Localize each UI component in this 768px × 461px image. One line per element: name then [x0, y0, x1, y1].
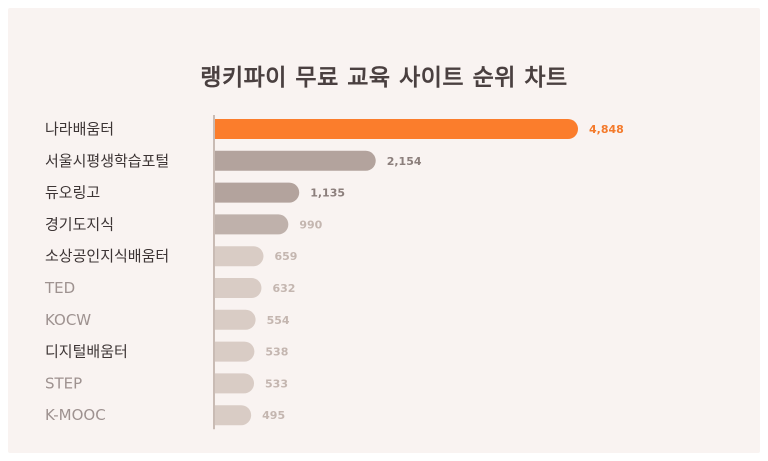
category-label: 듀오링고: [45, 184, 100, 202]
chart-title: 랭키파이 무료 교육 사이트 순위 차트: [200, 65, 568, 91]
bar: [204, 119, 578, 139]
bar: [204, 278, 262, 298]
bar: [204, 405, 252, 426]
bar: [204, 246, 264, 267]
category-label: K-MOOC: [45, 406, 106, 424]
value-label: 1,135: [310, 187, 345, 200]
chart-card: [8, 8, 760, 453]
category-label: 나라배움터: [45, 120, 114, 138]
bar: [204, 341, 255, 362]
bar: [204, 150, 376, 171]
bar: [204, 214, 289, 235]
category-label: TED: [44, 279, 75, 297]
value-label: 495: [262, 409, 285, 422]
category-label: KOCW: [45, 311, 91, 329]
category-label: 경기도지식: [45, 215, 114, 233]
value-label: 632: [272, 282, 295, 295]
value-label: 538: [265, 346, 288, 359]
bar: [204, 373, 255, 394]
bar: [204, 309, 256, 330]
value-label: 990: [299, 218, 322, 231]
category-label: 서울시평생학습포털: [45, 152, 169, 170]
value-label: 554: [267, 314, 290, 327]
bar: [204, 182, 300, 203]
value-label: 4,848: [589, 123, 624, 136]
category-label: STEP: [45, 374, 82, 392]
axis-mask: [203, 109, 214, 447]
value-label: 2,154: [387, 155, 422, 168]
category-label: 디지털배움터: [45, 343, 128, 361]
category-label: 소상공인지식배움터: [45, 247, 169, 265]
value-label: 533: [265, 377, 288, 390]
value-label: 659: [274, 250, 297, 263]
